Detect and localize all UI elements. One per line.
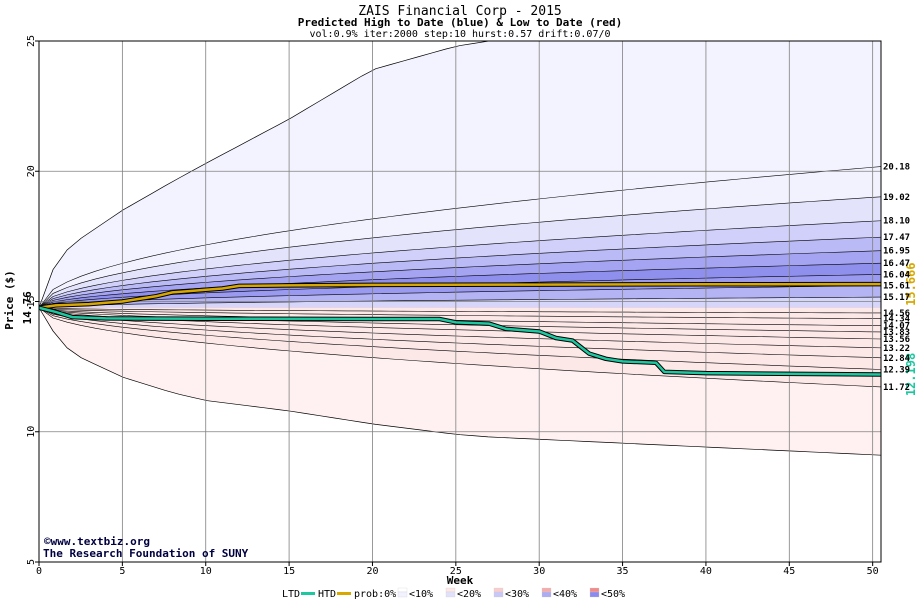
band-value-label: 20.18 — [883, 163, 910, 173]
legend-swatch-red — [541, 587, 552, 593]
band-value-label: 16.47 — [883, 259, 910, 269]
x-tick-label: 35 — [617, 566, 629, 577]
legend-item-label: <20% — [457, 589, 481, 600]
x-tick-label: 15 — [283, 566, 295, 577]
series-end-label-ltd: 12.198 — [904, 353, 918, 396]
legend-swatch-blue — [493, 591, 504, 598]
legend-swatch-blue — [589, 591, 600, 598]
x-tick-label: 45 — [783, 566, 795, 577]
x-tick-label: 25 — [450, 566, 462, 577]
legend-item-label: <10% — [409, 589, 433, 600]
high-band-15-17 — [39, 297, 881, 308]
legend-htd-label: HTD — [318, 589, 336, 600]
y-tick-label: 25 — [26, 35, 37, 47]
band-value-label: 17.47 — [883, 233, 910, 243]
legend-swatch-blue — [445, 591, 456, 598]
high-band-edge-16-47 — [38, 262, 882, 309]
series-lines — [38, 281, 882, 377]
legend-swatch-red — [589, 587, 600, 593]
band-value-label: 13.56 — [883, 335, 910, 345]
legend-item-label: <40% — [553, 589, 577, 600]
band-value-label: 12.84 — [883, 354, 911, 364]
legend-prob-label: prob:0% — [354, 589, 396, 600]
band-labels: 15.666 12.198 20.18 19.02 18.10 17.47 16.95 16.… — [883, 163, 918, 397]
band-value-label: 16.04 — [883, 270, 911, 280]
chart-title: ZAIS Financial Corp - 2015 — [358, 4, 562, 19]
legend-items: <10% <20% <30% <40% <50% — [397, 587, 625, 600]
watermark-org: The Research Foundation of SUNY — [43, 547, 249, 560]
low-band-edge-11-72 — [38, 307, 882, 388]
legend-htd-swatch — [337, 592, 351, 595]
high-band-edge-19-02 — [38, 196, 882, 308]
start-price-label: 14.76 — [21, 291, 34, 324]
band-value-label: 14.56 — [883, 309, 910, 319]
legend-item-label: <50% — [601, 589, 625, 600]
band-value-label: 19.02 — [883, 193, 910, 203]
band-value-label: 13.83 — [883, 328, 910, 338]
x-axis-label: Week — [447, 574, 474, 587]
low-band-edge-13-22 — [38, 307, 882, 349]
series-end-label-htd: 15.666 — [904, 262, 918, 305]
watermark-url: ©www.textbiz.org — [44, 535, 150, 548]
legend-swatch-red — [493, 587, 504, 593]
legend-ltd-swatch — [301, 592, 315, 595]
x-tick-label: 20 — [366, 566, 378, 577]
x-tick-label: 5 — [119, 566, 125, 577]
high-band-edge-15-17 — [38, 296, 882, 309]
chart-params: vol:0.9% iter:2000 step:10 hurst:0.57 dr… — [309, 29, 610, 40]
legend-swatch-blue — [541, 591, 552, 598]
y-tick-label: 20 — [26, 165, 37, 177]
band-value-label: 11.72 — [883, 383, 910, 393]
high-band-edge-20-18 — [38, 166, 882, 308]
legend-item-label: <30% — [505, 589, 529, 600]
band-value-label: 15.61 — [883, 282, 910, 292]
x-tick-label: 50 — [867, 566, 879, 577]
outer-low-edge — [38, 307, 882, 456]
high-band-edge-16-95 — [38, 250, 882, 309]
legend-swatch-red — [397, 587, 408, 593]
band-value-label: 16.95 — [883, 247, 910, 257]
band-value-label: 18.10 — [883, 217, 910, 227]
high-band-edge-18-10 — [38, 220, 882, 308]
x-tick-label: 10 — [200, 566, 212, 577]
low-band-edge-14-34 — [38, 307, 882, 319]
legend-ltd-label: LTD — [282, 589, 300, 600]
chart-subtitle: Predicted High to Date (blue) & Low to D… — [298, 16, 623, 29]
series-line-htd — [38, 282, 882, 309]
x-tick-label: 0 — [36, 566, 42, 577]
band-value-label: 13.22 — [883, 344, 910, 354]
high-band-edge-17-47 — [38, 236, 882, 309]
legend-swatch-blue — [397, 591, 408, 598]
low-band-edge-12-39 — [38, 307, 882, 370]
legend-swatch-red — [445, 587, 456, 593]
x-tick-label: 30 — [533, 566, 545, 577]
x-tick-label: 40 — [700, 566, 712, 577]
y-tick-label: 15 — [26, 295, 37, 307]
series-line-ltd — [38, 306, 882, 376]
band-value-label: 12.39 — [883, 365, 910, 375]
band-value-label: 14.07 — [883, 322, 910, 332]
y-tick-label: 5 — [26, 559, 37, 565]
y-axis-label: Price ($) — [3, 270, 16, 330]
band-value-label: 14.34 — [883, 315, 911, 325]
band-value-label: 15.17 — [883, 293, 910, 303]
y-tick-label: 10 — [26, 426, 37, 438]
low-band-edge-14-56 — [38, 307, 882, 314]
low-band-edge-12-84 — [38, 307, 882, 359]
legend: LTD HTD prob:0% <10% <20% <30% <40% <50% — [282, 587, 625, 600]
high-band-edge-15-61 — [38, 285, 882, 309]
